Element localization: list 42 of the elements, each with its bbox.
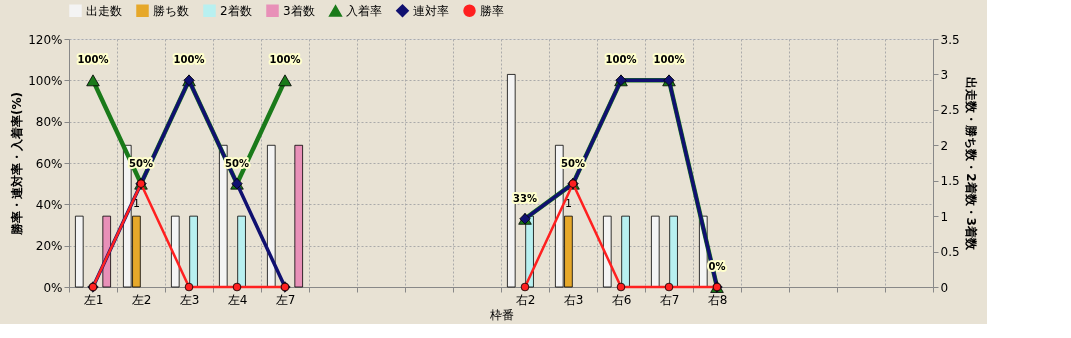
y-tick-label: 60%	[35, 156, 63, 171]
legend-label: 連対率	[413, 3, 449, 18]
y-tick-label: 40%	[35, 197, 63, 212]
x-tick-label: 右8	[707, 292, 728, 307]
y2-tick-label: 2.5	[940, 103, 960, 118]
x-tick-label: 左1	[83, 292, 104, 307]
x-tick-label: 右7	[659, 292, 680, 307]
x-tick-label: 右6	[611, 292, 632, 307]
y2-axis-title: 出走数・勝ち数・2着数・3着数	[963, 77, 978, 251]
y2-tick-label: 0.5	[940, 245, 960, 260]
y-axis-title: 勝率・連対率・入着率(%)	[10, 92, 25, 236]
x-tick-label: 右2	[515, 292, 536, 307]
x-tick-label: 右3	[563, 292, 584, 307]
data-label: 100%	[173, 54, 205, 66]
legend-label: 出走数	[86, 3, 122, 18]
data-label: 100%	[269, 54, 301, 66]
y2-tick-label: 0	[940, 280, 949, 295]
data-label: 100%	[77, 54, 109, 66]
x-axis-title: 枠番	[488, 307, 514, 322]
legend-label: 入着率	[346, 4, 382, 19]
legend-label: 2着数	[220, 3, 252, 18]
legend-label: 勝率	[480, 3, 504, 18]
x-tick-label: 左7	[275, 292, 296, 307]
data-label: 1	[564, 197, 572, 211]
data-label: 1	[132, 197, 140, 211]
y-tick-label: 0%	[43, 280, 63, 295]
y2-tick-label: 3.5	[940, 32, 960, 47]
x-tick-label: 左4	[227, 292, 248, 307]
y-tick-label: 120%	[28, 32, 63, 47]
y-tick-label: 100%	[28, 73, 63, 88]
data-label: 100%	[653, 54, 685, 66]
y2-tick-label: 1.5	[940, 174, 960, 189]
y2-tick-label: 1	[940, 209, 949, 224]
legend-label: 勝ち数	[153, 3, 189, 18]
x-tick-label: 左3	[179, 292, 200, 307]
data-label: 100%	[605, 54, 637, 66]
y2-tick-label: 2	[940, 138, 949, 153]
legend-label: 3着数	[283, 3, 315, 18]
y-tick-label: 80%	[35, 115, 63, 130]
x-tick-label: 左2	[131, 292, 152, 307]
y-tick-label: 20%	[35, 239, 63, 254]
y2-tick-label: 3	[940, 67, 949, 82]
